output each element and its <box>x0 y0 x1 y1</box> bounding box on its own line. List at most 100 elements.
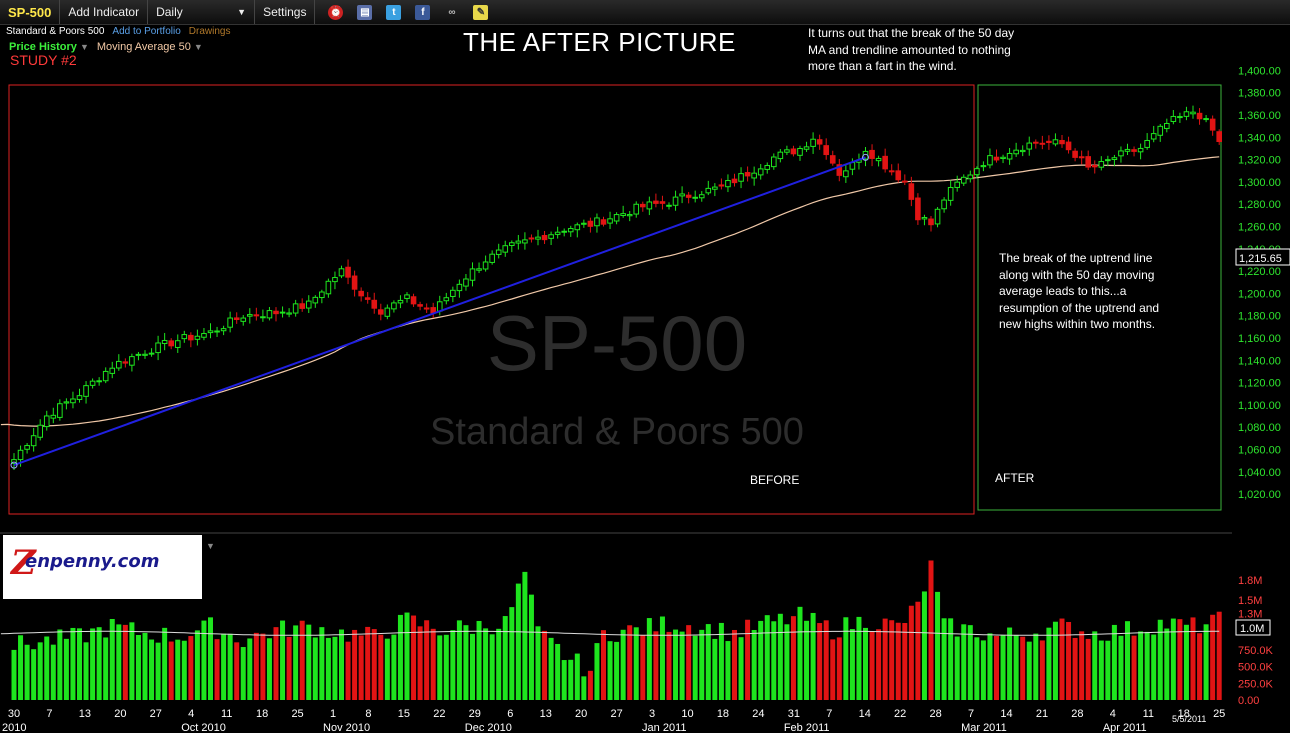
candle-body <box>725 180 731 188</box>
candle-body <box>960 176 967 184</box>
candle-body <box>1072 150 1078 158</box>
volume-bar <box>50 644 56 700</box>
last-price-value: 1,215.65 <box>1239 253 1282 265</box>
candle-body <box>260 316 266 319</box>
volume-bar <box>437 635 443 700</box>
candle-body <box>659 201 666 204</box>
volume-menu-icon[interactable]: ▼ <box>206 541 215 551</box>
drawings-link[interactable]: Drawings <box>188 26 231 37</box>
volume-bar <box>764 615 770 700</box>
candle-body <box>869 149 875 159</box>
volume-bar <box>725 641 731 700</box>
volume-bar <box>614 641 620 700</box>
volume-bar <box>1072 637 1078 700</box>
candle-body <box>397 299 404 304</box>
twitter-icon[interactable]: t <box>386 4 402 20</box>
sub-header: Standard & Poors 500 Add to Portfolio Dr… <box>6 26 230 37</box>
trendline-handle-start[interactable] <box>10 461 18 469</box>
candle-body <box>633 203 640 215</box>
after-label: AFTER <box>995 471 1035 485</box>
watermark-symbol: SP-500 <box>487 299 747 387</box>
volume-bar <box>817 623 823 700</box>
volume-bar <box>424 620 430 700</box>
volume-bar <box>384 638 390 700</box>
candle-body <box>109 367 116 374</box>
candle-body <box>751 172 757 179</box>
candle-body <box>810 138 816 147</box>
volume-bar <box>902 622 908 700</box>
candle-body <box>1170 115 1177 122</box>
candle-body <box>731 178 738 184</box>
interval-select[interactable]: Daily ▼ <box>148 0 256 24</box>
volume-bar <box>227 633 233 700</box>
volume-bar <box>915 601 921 700</box>
logo-text: enpenny.com <box>25 551 160 572</box>
volume-bar <box>352 629 358 700</box>
toolbar-icons: ⏰ ▤ t f ∞ ✎ <box>315 0 501 24</box>
before-label: BEFORE <box>750 473 800 487</box>
volume-bar <box>633 627 639 700</box>
candle-body <box>698 194 705 199</box>
candle-body <box>43 415 50 428</box>
volume-bar <box>37 642 43 700</box>
volume-bar <box>339 629 344 700</box>
candle-body <box>738 173 744 182</box>
settings-button[interactable]: Settings <box>255 0 316 24</box>
volume-bar <box>1183 624 1189 700</box>
candle-body <box>135 353 142 356</box>
volume-bar <box>77 628 82 700</box>
volume-bar <box>463 625 469 700</box>
candle-body <box>1033 141 1039 144</box>
price-tick-label: 1,280.00 <box>1238 199 1281 211</box>
date-tick-label: 20 <box>575 708 587 720</box>
candle-body <box>148 352 155 355</box>
month-label: Dec 2010 <box>465 722 512 733</box>
candle-body <box>1177 116 1183 119</box>
candle-body <box>509 242 515 246</box>
candle-body <box>1085 156 1092 168</box>
add-to-portfolio-link[interactable]: Add to Portfolio <box>112 26 181 37</box>
volume-bar <box>83 642 89 700</box>
candle-body <box>463 278 469 287</box>
zenpenny-logo: Z enpenny.com <box>3 535 202 599</box>
legend-moving-average[interactable]: Moving Average 50 ▼ <box>96 41 203 53</box>
price-tick-label: 1,040.00 <box>1238 467 1281 479</box>
chart-legend: Price History ▼ Moving Average 50 ▼ <box>9 41 203 53</box>
volume-bar <box>673 629 679 700</box>
candle-body <box>666 204 672 207</box>
symbol-selector[interactable]: SP-500 <box>0 0 61 24</box>
candle-body <box>1164 122 1170 129</box>
volume-bar <box>214 639 220 700</box>
volume-bar <box>1118 635 1124 700</box>
chart-title: THE AFTER PICTURE <box>463 27 736 57</box>
candle-body <box>692 196 699 199</box>
note-icon[interactable]: ✎ <box>473 4 489 20</box>
volume-bar <box>1177 619 1183 700</box>
trendline-handle-end[interactable] <box>862 153 869 161</box>
date-tick-label: 20 <box>114 708 126 720</box>
trendline[interactable] <box>13 156 866 467</box>
candle-body <box>1111 157 1118 161</box>
price-tick-label: 1,160.00 <box>1238 333 1281 345</box>
candle-body <box>934 208 941 225</box>
volume-tick-label: 1.3M <box>1238 608 1262 620</box>
facebook-icon[interactable]: f <box>415 4 431 20</box>
volume-bar <box>208 617 213 700</box>
candle-body <box>744 172 751 177</box>
volume-bar <box>450 630 456 700</box>
glasses-icon[interactable]: ∞ <box>448 6 456 18</box>
interval-label: Daily <box>156 5 183 19</box>
date-tick-label: 7 <box>826 708 832 720</box>
date-tick-label: 28 <box>1071 708 1083 720</box>
volume-bar <box>496 628 502 700</box>
volume-bar <box>299 620 305 700</box>
volume-bar <box>941 618 947 700</box>
add-indicator-button[interactable]: Add Indicator <box>60 0 149 24</box>
volume-bar <box>561 660 567 700</box>
save-icon[interactable]: ▤ <box>357 4 373 20</box>
legend-price-history[interactable]: Price History ▼ <box>9 41 89 53</box>
volume-bar <box>247 638 253 700</box>
alarm-clock-icon[interactable]: ⏰ <box>328 4 344 20</box>
annotation-top: It turns out that the break of the 50 da… <box>808 26 1015 73</box>
volume-bar <box>653 631 659 700</box>
